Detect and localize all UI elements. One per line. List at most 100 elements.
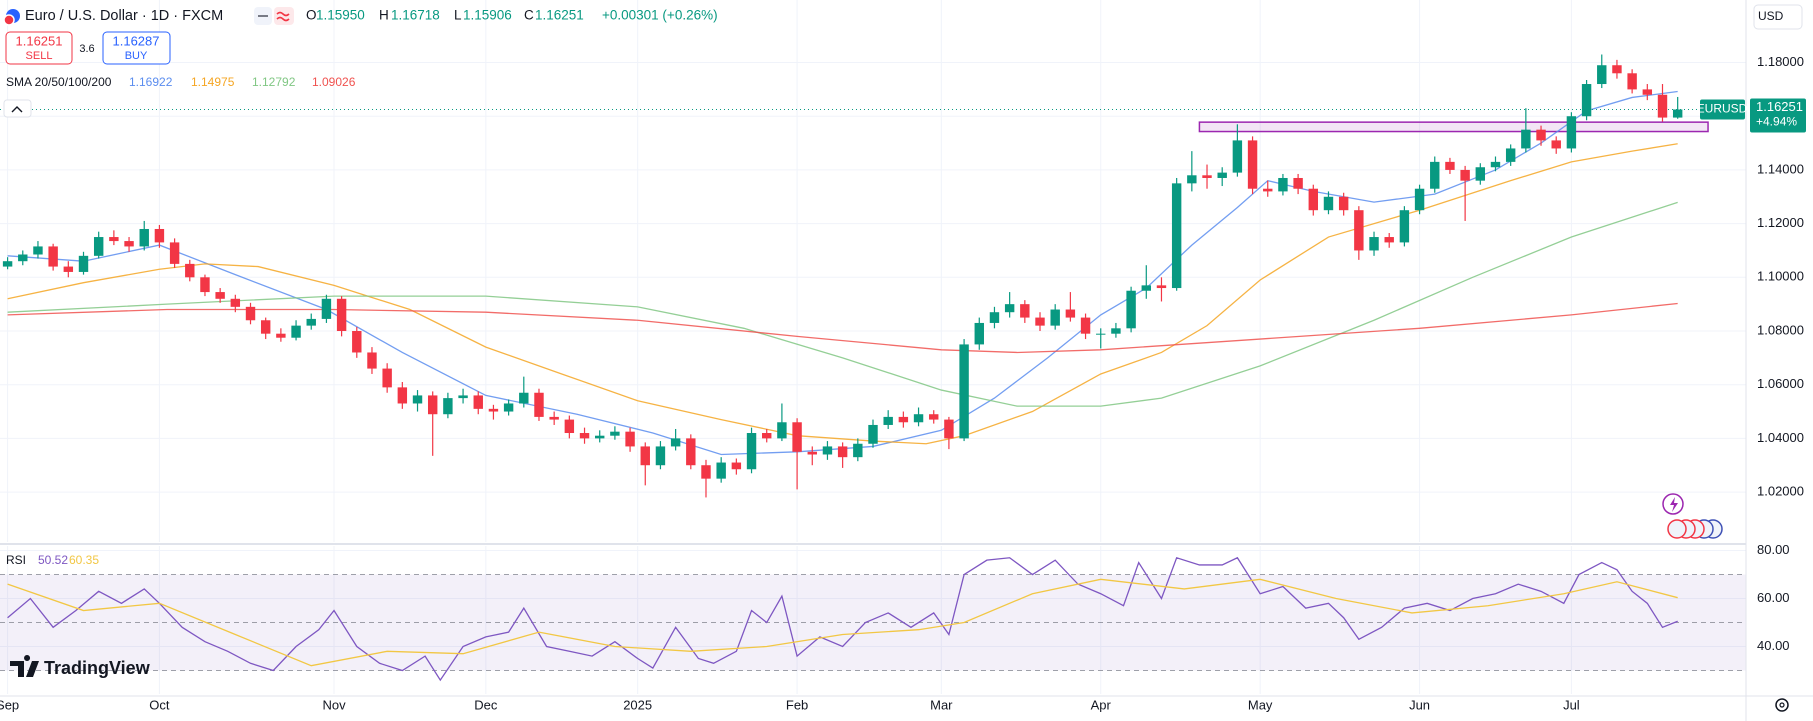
buy-label: BUY (125, 50, 148, 62)
candle-body (1490, 161, 1501, 168)
candle-body (169, 242, 180, 264)
plot (0, 54, 1746, 682)
currency[interactable]: USD (1758, 9, 1784, 23)
ohlc-label: C (524, 8, 534, 23)
candle-body (1202, 175, 1212, 178)
candle-body (1232, 140, 1243, 173)
candle-body (1612, 65, 1622, 74)
candle-body (48, 246, 58, 267)
candle-body (1111, 328, 1121, 334)
candle-body (1247, 140, 1258, 189)
x-tick-label: Mar (930, 697, 953, 712)
candle-body (792, 422, 802, 452)
y-tick-label: 60.00 (1757, 590, 1790, 605)
candle-body (1278, 177, 1288, 192)
candle-body (458, 395, 468, 399)
candle-body (1369, 237, 1379, 251)
ohlc-label: L (454, 8, 462, 23)
candle-body (610, 431, 620, 436)
x-tick-label: Oct (149, 697, 170, 712)
candle-body (1293, 177, 1303, 189)
candle-body (78, 255, 89, 272)
candle-body (321, 298, 332, 319)
settings-glyph (1779, 702, 1785, 708)
candle-body (868, 424, 878, 444)
candle-body (367, 352, 377, 369)
candle-body (139, 228, 149, 247)
candle-body (1080, 317, 1091, 334)
collapse-glyph (11, 106, 23, 113)
ohlc-value: 1.15906 (463, 8, 512, 23)
indicator-value: 1.14975 (191, 75, 235, 89)
candle-body (63, 266, 74, 272)
candle-body (443, 398, 453, 415)
price-tags: EURUSD 1.16251+4.94% (1697, 98, 1806, 133)
sell-button[interactable] (5, 31, 73, 65)
candle-body (1521, 129, 1531, 149)
y-tick-label: 40.00 (1757, 638, 1790, 653)
candle-body (1642, 89, 1653, 95)
candle-body (1551, 140, 1561, 149)
toggle-icon[interactable] (274, 7, 294, 25)
candle-body (1536, 129, 1546, 141)
candle-body (1096, 333, 1106, 335)
candle-body (1384, 237, 1394, 243)
candle-body (260, 320, 271, 334)
sell-price: 1.16251 (16, 33, 63, 48)
y-tick-label: 1.06000 (1757, 376, 1804, 391)
candle-body (306, 318, 316, 326)
candle-body (716, 462, 726, 479)
y-tick-label: 1.18000 (1757, 54, 1804, 69)
candle-body (1050, 309, 1060, 326)
candle-body (245, 306, 256, 321)
candle-body (549, 416, 559, 420)
candle-body (822, 446, 833, 455)
x-tick-label: 2025 (623, 697, 652, 712)
candle-body (1399, 210, 1410, 243)
candle-body (1338, 196, 1349, 211)
candle-body (1126, 290, 1136, 329)
candle-body (1217, 172, 1227, 178)
candle-body (534, 392, 544, 417)
candle-body (215, 292, 225, 299)
candle-body (427, 395, 438, 415)
ohlc-label: H (379, 8, 389, 23)
candle-body (109, 237, 119, 242)
candle-body (352, 330, 362, 353)
candle-body (1505, 148, 1516, 162)
collapse-button[interactable] (3, 99, 32, 118)
y-tick-label: 1.12000 (1757, 215, 1804, 230)
candle-body (412, 395, 423, 404)
symbol-title[interactable]: Euro / U.S. Dollar · 1D · FXCM (25, 8, 223, 24)
y-tick-label: 1.04000 (1757, 430, 1804, 445)
candle-body (898, 416, 909, 423)
logo-text: TradingView (44, 658, 151, 678)
candle-body (1171, 183, 1182, 289)
candle-body (382, 368, 392, 388)
candle-body (1323, 196, 1334, 211)
rsi-line (7, 578, 1678, 667)
settings-icon[interactable] (1775, 698, 1789, 712)
currency-button[interactable] (1753, 4, 1803, 30)
candle-body (1430, 161, 1440, 189)
candle-body (1445, 161, 1455, 170)
candle-body (291, 325, 301, 338)
candle-body (1141, 285, 1151, 291)
candle-body (853, 443, 863, 458)
y-tick-label: 1.10000 (1757, 269, 1804, 284)
candle-body (336, 298, 347, 331)
candle-body (640, 446, 650, 466)
candle-body (1566, 116, 1577, 149)
candle-body (913, 414, 924, 423)
candle-body (1020, 304, 1030, 318)
candle-body (1460, 169, 1470, 181)
candle-body (929, 414, 939, 420)
event-icon[interactable] (1667, 519, 1687, 539)
rsi-value: 60.35 (69, 553, 99, 567)
buy-button[interactable] (102, 31, 171, 65)
ohlc-label: O (306, 8, 317, 23)
candle-body (989, 312, 1000, 323)
